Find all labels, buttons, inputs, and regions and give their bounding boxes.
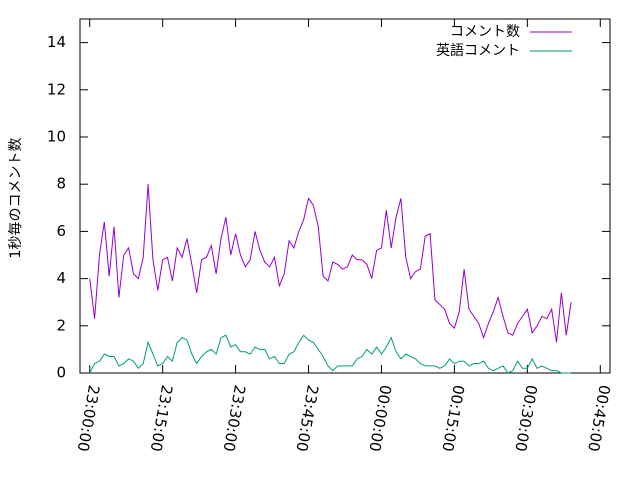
y-tick-label: 14 <box>47 33 66 51</box>
y-tick-label: 8 <box>56 175 66 193</box>
legend-label: コメント数 <box>450 24 520 40</box>
y-tick-label: 0 <box>56 364 66 382</box>
y-axis-label: 1秒毎のコメント数 <box>8 138 24 259</box>
legend-label: 英語コメント <box>436 42 520 59</box>
y-tick-label: 10 <box>47 128 66 146</box>
x-tick-label: 00:30:00 <box>511 384 540 453</box>
y-tick-label: 6 <box>56 222 66 240</box>
x-tick-label: 00:45:00 <box>584 384 613 453</box>
x-tick-label: 23:15:00 <box>147 384 176 453</box>
y-tick-label: 4 <box>56 269 66 287</box>
x-tick-label: 23:45:00 <box>292 384 321 453</box>
data-line <box>89 334 572 374</box>
x-tick-label: 00:00:00 <box>365 384 394 453</box>
y-tick-label: 12 <box>47 80 66 98</box>
y-tick-label: 2 <box>56 316 66 334</box>
x-tick-label: 00:15:00 <box>438 384 467 453</box>
plot-border <box>79 18 611 374</box>
data-line <box>89 184 572 343</box>
x-tick-label: 23:30:00 <box>220 384 249 453</box>
x-tick-label: 23:00:00 <box>74 384 103 453</box>
